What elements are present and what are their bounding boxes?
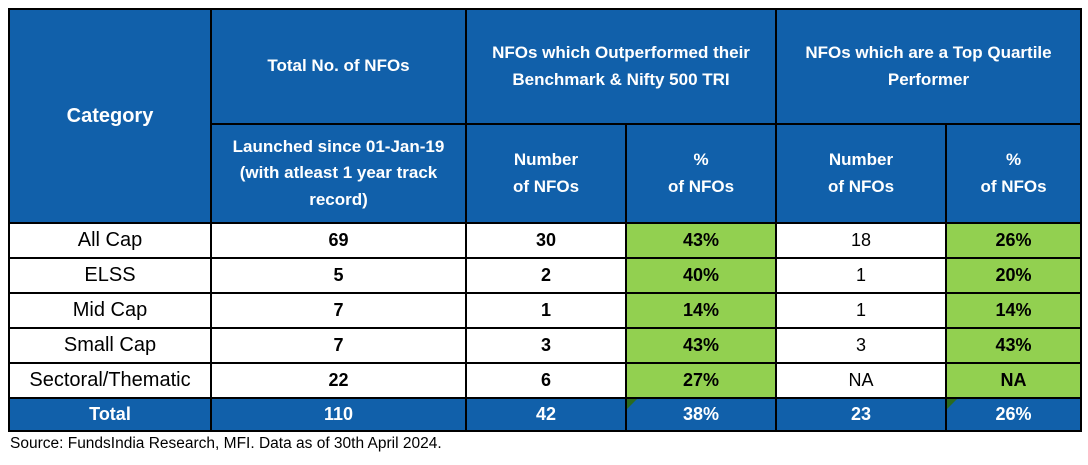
cell-total: 7 <box>210 327 467 364</box>
cell-total: 5 <box>210 257 467 294</box>
cell-topq-pct: 43% <box>945 327 1082 364</box>
header-topq-pct: % of NFOs <box>945 123 1082 224</box>
header-category: Category <box>8 8 212 224</box>
cell-outperf-num: 1 <box>465 292 627 329</box>
header-launched-since: Launched since 01-Jan-19 (with atleast 1… <box>210 123 467 224</box>
cell-outperf-pct: 27% <box>625 362 777 399</box>
cell-total: 110 <box>210 397 467 432</box>
cell-category: All Cap <box>8 222 212 259</box>
cell-topq-pct: 26% <box>945 397 1082 432</box>
nfo-performance-table: Category Total No. of NFOs NFOs which Ou… <box>8 8 1082 432</box>
header-outperf-number: Number of NFOs <box>465 123 627 224</box>
cell-outperf-pct: 38% <box>625 397 777 432</box>
cell-outperf-pct: 14% <box>625 292 777 329</box>
cell-topq-pct: 20% <box>945 257 1082 294</box>
table-row-total: Total 110 42 38% 23 26% <box>8 397 1082 432</box>
cell-outperf-pct: 43% <box>625 222 777 259</box>
table-row-elss: ELSS 5 2 40% 1 20% <box>8 257 1082 294</box>
cell-total: 69 <box>210 222 467 259</box>
cell-outperf-num: 2 <box>465 257 627 294</box>
cell-outperf-pct: 40% <box>625 257 777 294</box>
cell-outperf-num: 42 <box>465 397 627 432</box>
cell-topq-pct: 14% <box>945 292 1082 329</box>
cell-category: Total <box>8 397 212 432</box>
cell-category: Mid Cap <box>8 292 212 329</box>
table-row-all-cap: All Cap 69 30 43% 18 26% <box>8 222 1082 259</box>
cell-outperf-num: 3 <box>465 327 627 364</box>
cell-topq-num: 1 <box>775 257 947 294</box>
cell-total: 7 <box>210 292 467 329</box>
cell-outperf-pct: 43% <box>625 327 777 364</box>
cell-category: ELSS <box>8 257 212 294</box>
header-total-nfos: Total No. of NFOs <box>210 8 467 125</box>
cell-topq-pct: NA <box>945 362 1082 399</box>
cell-topq-num: 3 <box>775 327 947 364</box>
table-row-sectoral-thematic: Sectoral/Thematic 22 6 27% NA NA <box>8 362 1082 399</box>
cell-outperf-num: 6 <box>465 362 627 399</box>
header-outperformed: NFOs which Outperformed their Benchmark … <box>465 8 777 125</box>
cell-topq-num: 1 <box>775 292 947 329</box>
cell-category: Sectoral/Thematic <box>8 362 212 399</box>
table-row-small-cap: Small Cap 7 3 43% 3 43% <box>8 327 1082 364</box>
cell-outperf-num: 30 <box>465 222 627 259</box>
header-top-quartile: NFOs which are a Top Quartile Performer <box>775 8 1082 125</box>
cell-topq-num: NA <box>775 362 947 399</box>
cell-topq-pct: 26% <box>945 222 1082 259</box>
cell-total: 22 <box>210 362 467 399</box>
table-row-mid-cap: Mid Cap 7 1 14% 1 14% <box>8 292 1082 329</box>
header-outperf-pct: % of NFOs <box>625 123 777 224</box>
cell-category: Small Cap <box>8 327 212 364</box>
source-note: Source: FundsIndia Research, MFI. Data a… <box>10 435 442 452</box>
header-topq-number: Number of NFOs <box>775 123 947 224</box>
cell-topq-num: 18 <box>775 222 947 259</box>
cell-topq-num: 23 <box>775 397 947 432</box>
